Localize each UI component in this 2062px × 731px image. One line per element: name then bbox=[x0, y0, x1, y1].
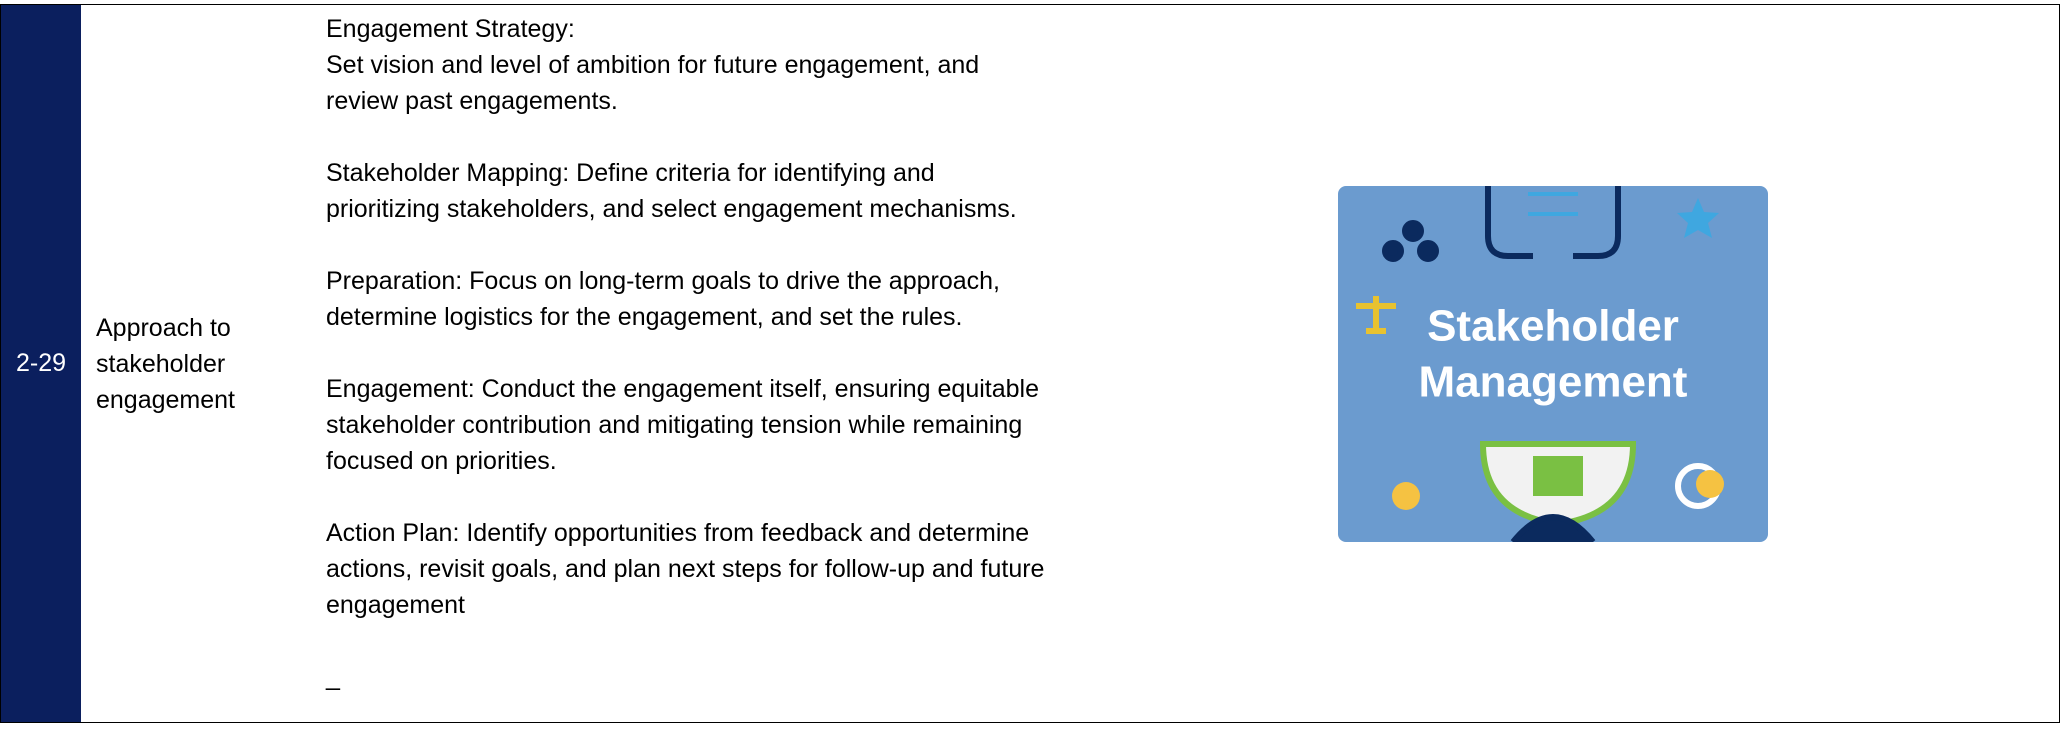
topic: Approach to stakeholder engagement bbox=[96, 313, 236, 414]
description-paragraph: Preparation: Focus on long-term goals to… bbox=[326, 267, 1000, 331]
row-id: 2-29 bbox=[1, 5, 81, 722]
image-title-line: Management bbox=[1419, 358, 1688, 407]
screen-icon bbox=[1533, 456, 1583, 496]
image-background bbox=[1338, 186, 1768, 542]
description-paragraph: Set vision and level of ambition for fut… bbox=[326, 51, 980, 115]
icons bbox=[1356, 186, 1724, 542]
image-title-line: Stakeholder bbox=[1427, 302, 1679, 351]
description: Engagement Strategy: Set vision and level… bbox=[326, 11, 1046, 731]
stakeholder-image: Stakeholder Management bbox=[1338, 186, 1768, 542]
star-icon bbox=[1677, 198, 1719, 238]
description-paragraph: _ bbox=[326, 663, 340, 691]
description-paragraph: Stakeholder Mapping: Define criteria for… bbox=[326, 159, 1017, 223]
description-paragraph: Action Plan: Identify opportunities from… bbox=[326, 519, 1045, 619]
description-heading: Engagement Strategy: bbox=[326, 15, 575, 43]
table: 2-29 Approach to stakeholder engagement … bbox=[0, 4, 2060, 723]
description-paragraph: Engagement: Conduct the engagement itsel… bbox=[326, 375, 1039, 475]
topic-cell: Approach to stakeholder engagement bbox=[96, 5, 296, 722]
